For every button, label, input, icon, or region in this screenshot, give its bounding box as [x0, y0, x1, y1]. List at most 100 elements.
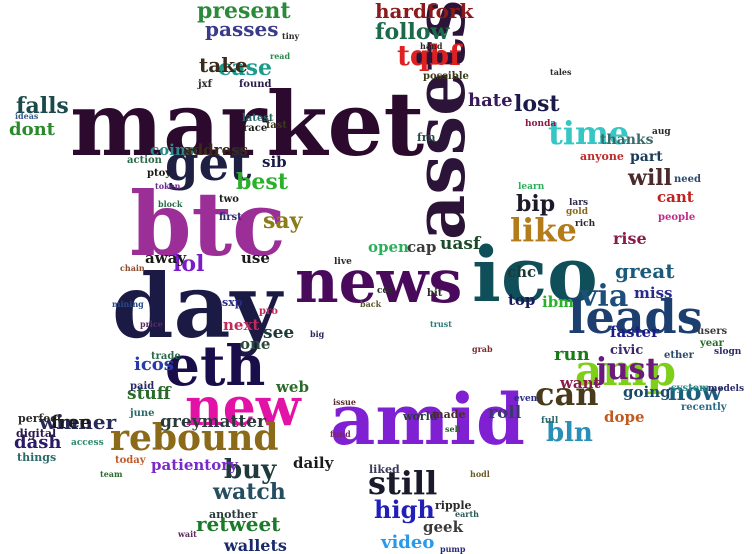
cloud-word-thanks: thanks	[600, 132, 654, 148]
cloud-word-chc: chc	[507, 263, 537, 281]
cloud-word-btc: btc	[130, 172, 286, 276]
cloud-word-lars: lars	[569, 198, 589, 208]
cloud-word-will: will	[628, 165, 673, 191]
cloud-word-frn: frn	[417, 131, 436, 144]
cloud-word-best: best	[236, 169, 288, 195]
cloud-word-via: via	[580, 279, 629, 314]
cloud-word-watch: watch	[213, 479, 286, 505]
cloud-word-bit: bit	[427, 288, 443, 299]
cloud-word-full: full	[541, 416, 559, 426]
cloud-word-made: made	[432, 408, 466, 421]
cloud-word-dash: dash	[14, 432, 62, 453]
cloud-word-read: read	[270, 51, 291, 61]
cloud-word-free: free	[51, 412, 92, 433]
cloud-word-cant: cant	[657, 188, 694, 206]
cloud-word-cap: cap	[407, 238, 437, 256]
cloud-word-block: block	[158, 199, 183, 209]
cloud-word-geek: geek	[423, 518, 463, 536]
cloud-word-trade: trade	[151, 351, 181, 362]
cloud-word-falls: falls	[16, 93, 69, 119]
cloud-word-possible: possible	[423, 71, 469, 82]
cloud-word-follow: follow	[375, 19, 450, 45]
cloud-word-address: address	[183, 141, 249, 159]
cloud-word-year: year	[700, 338, 724, 349]
cloud-word-live: live	[334, 257, 352, 267]
cloud-word-today: today	[115, 455, 146, 466]
cloud-word-one: one	[240, 335, 271, 353]
cloud-word-recently: recently	[681, 402, 727, 413]
cloud-word-new: new	[185, 377, 301, 438]
cloud-word-wallets: wallets	[224, 536, 287, 554]
cloud-word-digital: digital	[16, 427, 57, 440]
cloud-word-trust: trust	[430, 319, 452, 329]
cloud-word-away: away	[145, 249, 187, 267]
cloud-word-stuff: stuff	[127, 384, 171, 404]
cloud-word-sib: sib	[262, 153, 287, 171]
cloud-word-need: need	[674, 174, 701, 185]
cloud-word-issue: issue	[333, 397, 356, 407]
cloud-word-passes: passes	[205, 17, 279, 41]
cloud-word-latest: latest	[242, 113, 274, 124]
cloud-word-things: things	[17, 451, 57, 464]
cloud-word-just: just	[596, 352, 660, 387]
cloud-word-daily: daily	[293, 454, 334, 472]
cloud-word-slogn: slogn	[714, 347, 742, 357]
cloud-word-ibm: ibm	[542, 293, 575, 311]
cloud-word-perfect: perfect	[18, 412, 62, 425]
cloud-word-say: say	[263, 208, 303, 234]
cloud-word-video: video	[381, 532, 435, 553]
cloud-word-get: get	[165, 136, 252, 192]
cloud-word-rebound: rebound	[110, 417, 279, 459]
cloud-word-found: found	[239, 79, 272, 90]
cloud-word-sxp: sxp	[222, 296, 243, 309]
cloud-word-lol: lol	[173, 251, 205, 277]
cloud-word-fast: fast	[266, 120, 288, 131]
cloud-word-june: june	[130, 408, 155, 419]
cloud-word-mining: mining	[112, 299, 144, 309]
cloud-word-rise: rise	[613, 229, 647, 248]
cloud-word-great: great	[615, 259, 675, 283]
cloud-word-paid: paid	[130, 381, 155, 392]
cloud-word-like: like	[510, 211, 577, 249]
cloud-word-want: want	[560, 374, 601, 392]
cloud-word-patientory: patientory	[151, 456, 238, 474]
cloud-word-retweet: retweet	[196, 512, 281, 536]
cloud-word-jxf: jxf	[198, 79, 212, 90]
cloud-word-gold: gold	[566, 207, 589, 217]
cloud-word-anyone: anyone	[580, 150, 624, 163]
cloud-word-miss: miss	[634, 284, 673, 302]
cloud-word-part: part	[630, 149, 663, 165]
cloud-word-now: now	[668, 377, 723, 406]
cloud-word-bip: bip	[516, 191, 556, 217]
cloud-word-honda: honda	[525, 119, 557, 129]
cloud-word-big: big	[310, 329, 325, 339]
cloud-word-users: users	[697, 326, 728, 337]
cloud-word-faster: faster	[610, 323, 659, 341]
cloud-word-ripple: ripple	[435, 499, 472, 512]
cloud-word-eth: eth	[165, 333, 266, 398]
cloud-word-grab: grab	[472, 344, 493, 354]
cloud-word-leads: leads	[568, 290, 703, 344]
cloud-word-even: even	[514, 394, 538, 404]
cloud-word-winner: winner	[39, 410, 117, 434]
cloud-word-tqbf: tqbf	[397, 39, 462, 72]
cloud-word-can: can	[535, 375, 599, 413]
cloud-word-case: case	[218, 55, 273, 81]
cloud-word-amid: amid	[330, 378, 525, 461]
cloud-word-system: system	[671, 383, 710, 394]
cloud-word-team: team	[100, 469, 123, 479]
cloud-word-take: take	[199, 53, 248, 77]
cloud-word-hate: hate	[468, 90, 513, 111]
cloud-word-learn: learn	[518, 182, 545, 192]
cloud-word-race: race	[243, 123, 268, 134]
cloud-word-sell: sell	[445, 424, 461, 434]
cloud-word-another: another	[209, 508, 258, 521]
cloud-word-coins: coins	[150, 141, 195, 159]
cloud-word-people: people	[658, 212, 696, 223]
cloud-word-news: news	[295, 247, 463, 317]
cloud-word-high: high	[374, 495, 435, 524]
cloud-word-cdt: cdt	[377, 286, 393, 296]
cloud-word-still: still	[368, 464, 438, 502]
cloud-word-back: back	[360, 299, 382, 309]
